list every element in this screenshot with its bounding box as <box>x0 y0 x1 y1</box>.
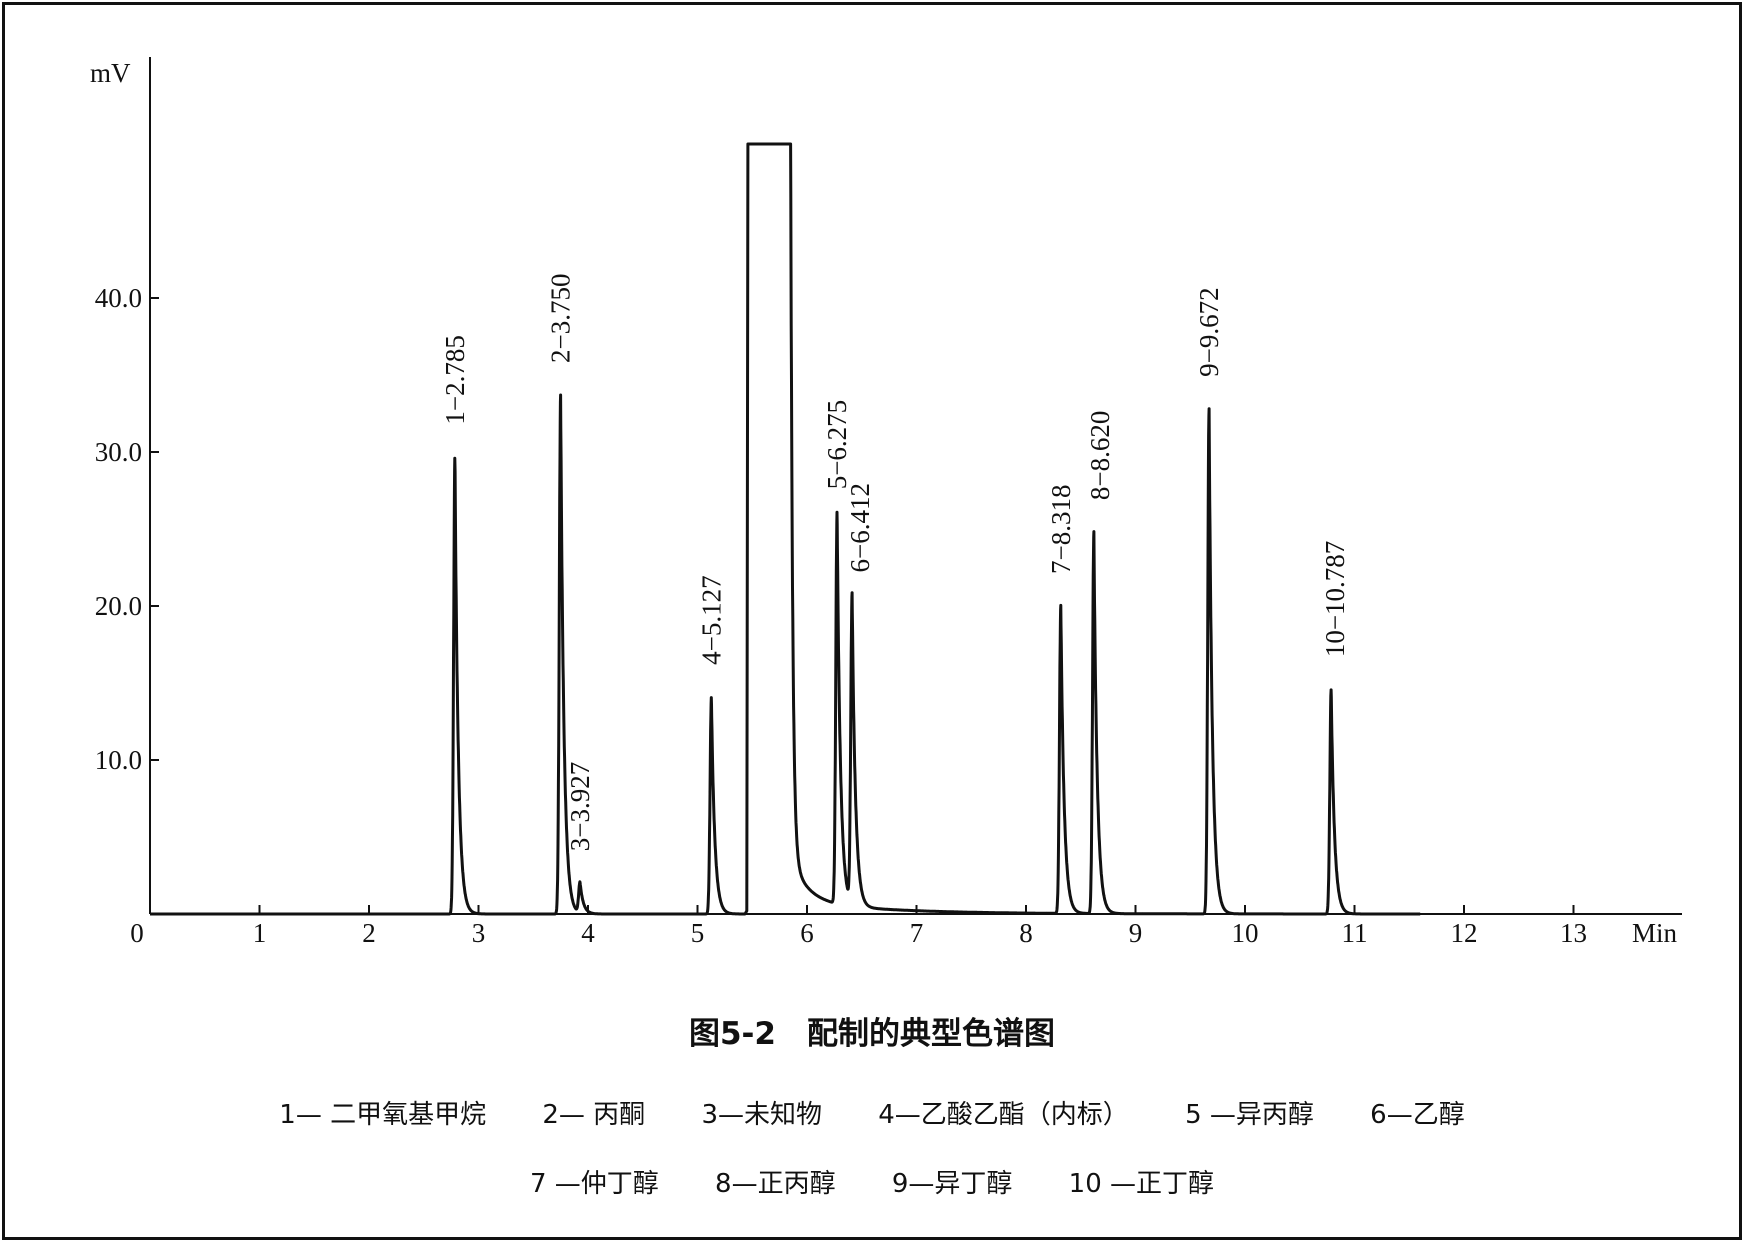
x-tick-label: 5 <box>691 918 705 948</box>
x-tick-label: 10 <box>1232 918 1259 948</box>
y-tick-label: 40.0 <box>95 283 142 313</box>
x-axis-label: Min <box>1632 918 1678 948</box>
legend-item-2: 2— 丙酮 <box>542 1100 646 1130</box>
x-tick-label: 1 <box>253 918 267 948</box>
peak-labels: 1−2.785 2−3.750 3−3.927 4−5.127 5−6.2756−6.4… <box>440 274 1350 852</box>
legend-item-8: 8—正丙醇 <box>715 1169 836 1199</box>
peak-label: 5−6.275 <box>822 400 852 489</box>
x-tick-label: 2 <box>362 918 376 948</box>
peak-label: 4−5.127 <box>696 575 726 664</box>
x-tick-label: 8 <box>1019 918 1033 948</box>
x-tick-label: 6 <box>800 918 814 948</box>
y-tick-label: 20.0 <box>95 591 142 621</box>
legend-item-4: 4—乙酸乙酯（内标） <box>878 1100 1129 1130</box>
legend-item-10: 10 —正丁醇 <box>1068 1169 1215 1199</box>
axes <box>149 57 1682 915</box>
peak-label: 2−3.750 <box>546 274 576 363</box>
figure-title: 图5-2 配制的典型色谱图 <box>688 1016 1055 1052</box>
x-tick-label: 11 <box>1342 918 1368 948</box>
y-axis-label: mV <box>90 58 131 88</box>
peak-label: 7−8.318 <box>1046 485 1076 574</box>
legend-item-3: 3—未知物 <box>701 1100 822 1130</box>
x-tick-label: 7 <box>910 918 924 948</box>
x-tick-label: 3 <box>472 918 486 948</box>
peak-label: 1−2.785 <box>440 335 470 424</box>
legend-item-1: 1— 二甲氧基甲烷 <box>279 1100 487 1130</box>
peak-label: 3−3.927 <box>565 762 595 851</box>
x-tick-label: 0 <box>130 918 144 948</box>
x-tick-label: 4 <box>581 918 595 948</box>
chromatogram-trace <box>148 142 1422 916</box>
legend-item-7: 7 —仲丁醇 <box>529 1169 659 1199</box>
peak-label: 8−8.620 <box>1085 411 1115 500</box>
peak-label: 10−10.787 <box>1320 541 1350 657</box>
peak-label: 9−9.672 <box>1194 287 1224 376</box>
y-tick-label: 10.0 <box>95 745 142 775</box>
legend-row: 7 —仲丁醇 8—正丙醇 9—异丁醇 10 —正丁醇 <box>0 1163 1744 1200</box>
peak-label: 6−6.412 <box>845 483 875 572</box>
legend-item-9: 9—异丁醇 <box>891 1169 1013 1199</box>
x-tick-label: 13 <box>1560 918 1587 948</box>
legend-row: 1— 二甲氧基甲烷 2— 丙酮 3—未知物 4—乙酸乙酯（内标） 5 —异丙醇 … <box>0 1094 1744 1131</box>
x-tick-label: 12 <box>1451 918 1478 948</box>
y-tick-label: 30.0 <box>95 437 142 467</box>
legend-item-6: 6—乙醇 <box>1370 1100 1465 1130</box>
legend-item-5: 5 —异丙醇 <box>1185 1100 1314 1130</box>
x-tick-label: 9 <box>1129 918 1143 948</box>
